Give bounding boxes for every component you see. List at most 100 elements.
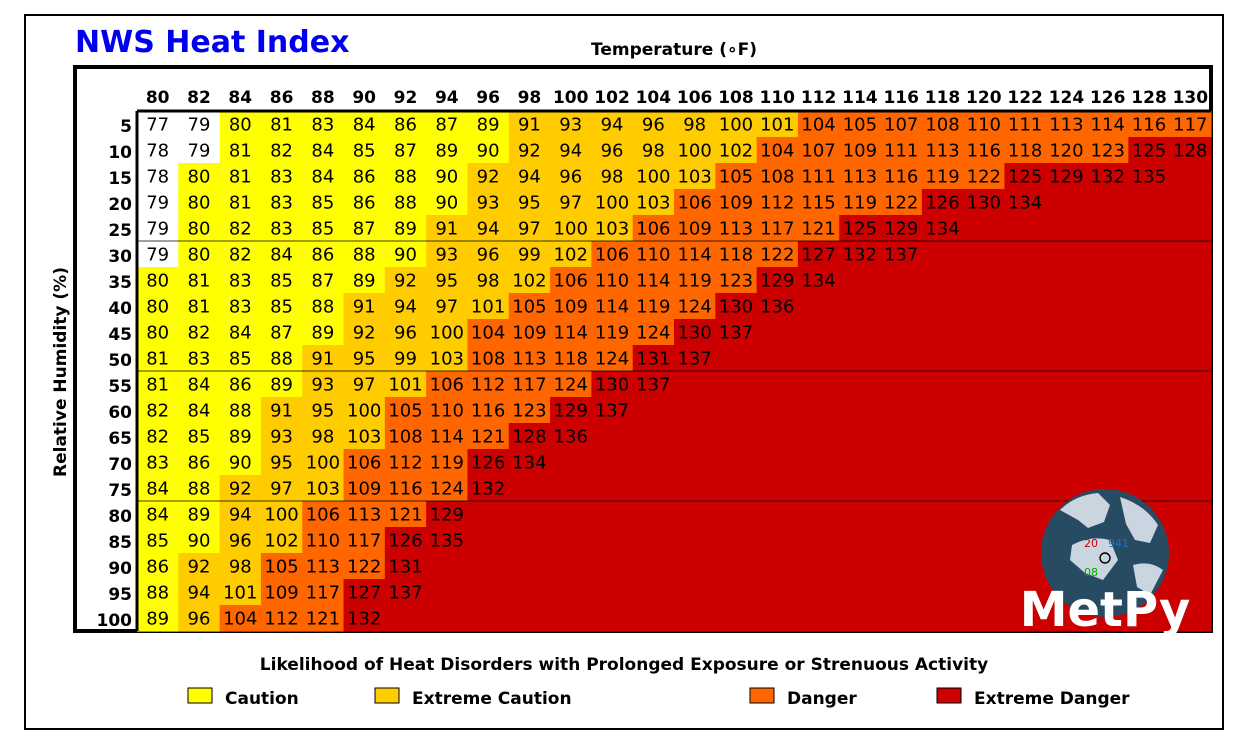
heat-cell [550, 215, 592, 242]
heat-value: 91 [353, 297, 376, 318]
heat-cell [1128, 163, 1171, 190]
heat-cell [219, 553, 262, 580]
heat-cell [1087, 423, 1129, 450]
heat-cell [797, 267, 840, 294]
heat-value: 86 [188, 453, 211, 474]
heat-cell [797, 241, 840, 268]
heat-value: 81 [229, 141, 252, 162]
heat-cell [1169, 319, 1212, 346]
heat-value: 97 [270, 479, 293, 500]
heat-value: 93 [477, 193, 500, 214]
heat-cell [467, 189, 510, 216]
heat-value: 132 [1091, 167, 1125, 188]
heat-value: 103 [677, 167, 711, 188]
heat-cell [1004, 475, 1047, 502]
heat-cell [674, 111, 716, 138]
heat-cell [839, 553, 882, 580]
temperature-label: 130 [1173, 88, 1209, 108]
heat-value: 87 [353, 219, 376, 240]
heat-cell [591, 371, 634, 398]
heat-cell [674, 371, 716, 398]
heat-cell [880, 527, 923, 554]
heat-value: 84 [353, 115, 376, 136]
heat-cell [302, 553, 345, 580]
heat-cell [674, 137, 716, 164]
heat-cell [1004, 449, 1047, 476]
heat-cell [550, 371, 592, 398]
heat-cell [508, 345, 551, 372]
temperature-label: 102 [594, 88, 630, 108]
heat-cell [632, 293, 675, 320]
heat-cell [467, 111, 510, 138]
heat-value: 81 [229, 193, 252, 214]
heat-cell [178, 579, 221, 606]
humidity-label: 50 [108, 351, 132, 371]
heat-cell [426, 397, 469, 424]
heat-cell [508, 189, 551, 216]
heat-cell [1087, 241, 1129, 268]
heat-cell [1004, 579, 1047, 606]
heat-value: 106 [636, 219, 670, 240]
heat-value: 86 [146, 557, 169, 578]
heat-value: 96 [642, 115, 665, 136]
heat-cell [384, 579, 427, 606]
heat-value: 110 [636, 245, 670, 266]
heat-value: 101 [223, 583, 257, 604]
heat-value: 85 [311, 219, 334, 240]
heat-value: 113 [925, 141, 959, 162]
heat-cell [715, 241, 758, 268]
heat-cell [880, 137, 923, 164]
heat-cell [384, 267, 427, 294]
heat-cell [260, 449, 303, 476]
heat-value: 89 [435, 141, 458, 162]
legend: Caution Extreme Caution Danger Extreme Dang… [187, 687, 1130, 709]
heat-value: 137 [719, 323, 753, 344]
heat-cell [756, 475, 799, 502]
heat-cell [839, 605, 882, 632]
heat-cell [591, 527, 634, 554]
heat-cell [219, 371, 262, 398]
heat-cell [467, 423, 510, 450]
heat-value: 84 [229, 323, 252, 344]
heat-cell [384, 501, 427, 528]
heat-cell [880, 501, 923, 528]
heat-value: 98 [229, 557, 252, 578]
heat-cell [260, 319, 303, 346]
heat-cell [219, 527, 262, 554]
heat-cell [839, 215, 882, 242]
heat-cell [1169, 527, 1212, 554]
heat-cell [1004, 319, 1047, 346]
heat-cell [467, 579, 510, 606]
heat-cell [797, 501, 840, 528]
heat-cell [674, 553, 716, 580]
heat-cell [880, 189, 923, 216]
temperature-label: 128 [1131, 88, 1167, 108]
heat-value: 119 [925, 167, 959, 188]
heat-value: 83 [270, 219, 293, 240]
heat-value: 102 [264, 531, 298, 552]
heat-cell [302, 605, 345, 632]
heat-value: 89 [311, 323, 334, 344]
heat-value: 87 [270, 323, 293, 344]
heat-value: 96 [394, 323, 417, 344]
heat-cell [137, 319, 179, 346]
heat-value: 101 [760, 115, 794, 136]
heat-value: 97 [559, 193, 582, 214]
heat-cell [384, 189, 427, 216]
heat-cell [674, 163, 716, 190]
heat-value: 88 [229, 401, 252, 422]
heat-value: 100 [554, 219, 588, 240]
heat-cell [260, 137, 303, 164]
heat-cell [550, 111, 592, 138]
heat-cell [1004, 189, 1047, 216]
heat-cell [1128, 293, 1171, 320]
heat-cell [508, 397, 551, 424]
heat-cell [1004, 553, 1047, 580]
heat-cell [302, 189, 345, 216]
humidity-label: 65 [108, 429, 132, 449]
heat-cell [963, 293, 1006, 320]
heat-cell [260, 215, 303, 242]
heat-cell [550, 449, 592, 476]
heat-value: 83 [229, 271, 252, 292]
heat-cell [219, 215, 262, 242]
